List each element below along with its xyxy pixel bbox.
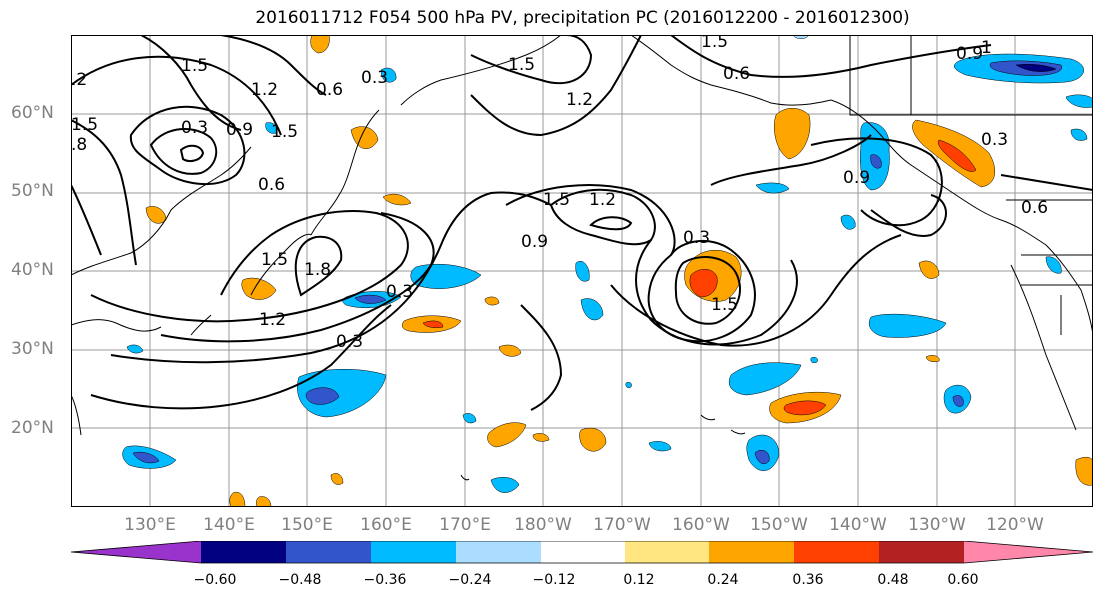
lon-label: 160°E: [360, 515, 412, 535]
contour-label: 1.8: [304, 260, 331, 280]
contour-label: 1.5: [543, 190, 570, 210]
contour-label: 1.5: [261, 250, 288, 270]
contour-label: 1.2: [566, 90, 593, 110]
colorbar-tick-label: −0.36: [363, 572, 407, 588]
colorbar-tick-label: 0.60: [947, 572, 979, 588]
lon-label: 150°E: [281, 515, 333, 535]
colorbar-segment: [625, 541, 709, 563]
coastlines: [71, 35, 1093, 481]
colorbar-tick-label: −0.24: [448, 572, 492, 588]
contour-label: .8: [71, 135, 87, 155]
pv-contours: [71, 35, 1093, 411]
contour-label: 0.9: [956, 44, 983, 64]
contour-label: 0.3: [336, 332, 363, 352]
lon-label: 140°W: [829, 515, 887, 535]
contour-label: 1.5: [701, 35, 728, 52]
precip-shading: [122, 35, 1093, 507]
colorbar-segment: [71, 541, 201, 563]
lat-label-40n: 40°N: [11, 260, 54, 280]
colorbar-segment: [456, 541, 541, 563]
contour-label: 1.2: [589, 190, 616, 210]
lon-label: 140°E: [203, 515, 255, 535]
lat-label-30n: 30°N: [11, 339, 54, 359]
lon-label: 170°E: [439, 515, 491, 535]
colorbar-tick-label: −0.12: [532, 572, 576, 588]
map-panel: 1.5 .2 1.5 .8 1.2 0.6 0.3 0.3 0.9 1.5 0.…: [71, 35, 1093, 507]
colorbar-segment: [286, 541, 371, 563]
colorbar-segment: [371, 541, 456, 563]
colorbar-segment: [709, 541, 794, 563]
contour-label: 0.3: [683, 228, 710, 248]
contour-label: 0.3: [981, 130, 1008, 150]
contour-label: 0.6: [258, 175, 285, 195]
contour-label: 0.3: [361, 68, 388, 88]
contour-label: 1.5: [71, 115, 98, 135]
map-frame: [71, 35, 1093, 507]
map-canvas: 1.5 .2 1.5 .8 1.2 0.6 0.3 0.3 0.9 1.5 0.…: [71, 35, 1093, 507]
lat-label-60n: 60°N: [11, 103, 54, 123]
contour-label: 1.2: [251, 80, 278, 100]
lon-label: 170°W: [593, 515, 651, 535]
colorbar-segment: [541, 541, 625, 563]
colorbar-segment: [879, 541, 964, 563]
colorbar: [71, 541, 1094, 564]
contour-label: 1.5: [711, 295, 738, 315]
lon-label: 130°E: [124, 515, 176, 535]
colorbar-tick-label: −0.48: [278, 572, 322, 588]
lon-label: 120°W: [986, 515, 1044, 535]
contour-label: 1.5: [181, 56, 208, 76]
contour-label: 0.9: [521, 232, 548, 252]
colorbar-tick-label: −0.60: [193, 572, 237, 588]
colorbar-segment: [794, 541, 879, 563]
contour-labels: 1.5 .2 1.5 .8 1.2 0.6 0.3 0.3 0.9 1.5 0.…: [71, 35, 1048, 352]
lon-label: 150°W: [750, 515, 808, 535]
contour-label: 0.3: [181, 118, 208, 138]
contour-label: 1.2: [259, 310, 286, 330]
contour-label: 1.5: [271, 122, 298, 142]
lon-label: 160°W: [672, 515, 730, 535]
lat-label-50n: 50°N: [11, 181, 54, 201]
contour-label: 0.6: [1021, 198, 1048, 218]
colorbar-tick-label: 0.24: [707, 572, 739, 588]
lon-label: 130°W: [908, 515, 966, 535]
lon-label: 180°W: [514, 515, 572, 535]
colorbar-tick-label: 0.36: [792, 572, 824, 588]
colorbar-tick-label: 0.48: [877, 572, 909, 588]
contour-label: 0.6: [723, 64, 750, 84]
lat-label-20n: 20°N: [11, 418, 54, 438]
colorbar-tick-label: 0.12: [623, 572, 655, 588]
contour-label: 0.3: [386, 282, 413, 302]
contour-label: .2: [71, 70, 87, 90]
colorbar-outline: [71, 541, 1094, 564]
colorbar-segment: [964, 541, 1093, 563]
colorbar-segment: [201, 541, 286, 563]
contour-label: 0.9: [226, 120, 253, 140]
contour-label: 1.5: [508, 55, 535, 75]
contour-label: 0.9: [843, 168, 870, 188]
contour-label: 0.6: [316, 80, 343, 100]
contour-label: 1: [981, 38, 992, 58]
map-title: 2016011712 F054 500 hPa PV, precipitatio…: [255, 8, 910, 28]
